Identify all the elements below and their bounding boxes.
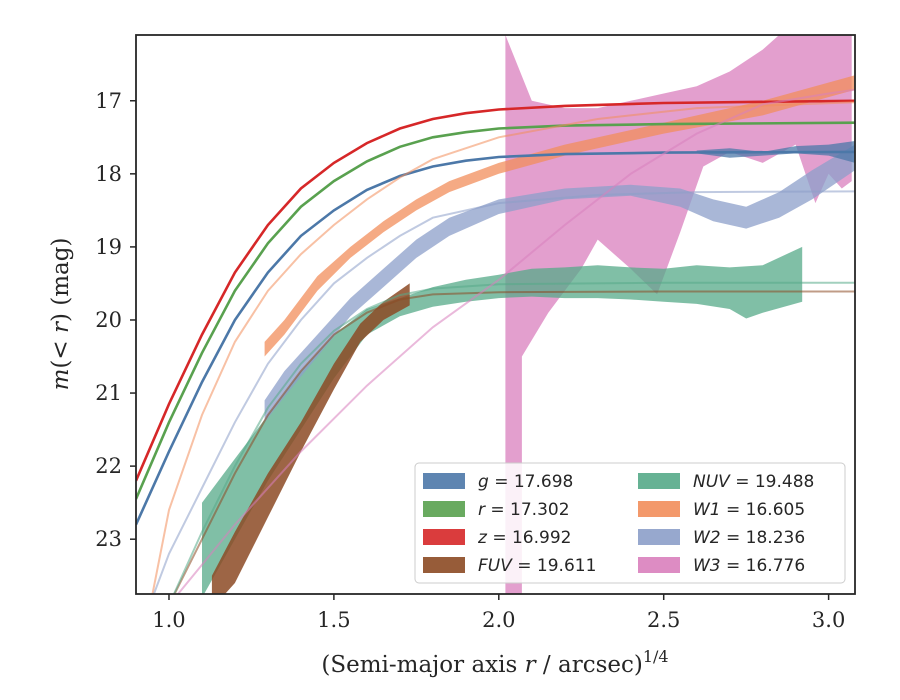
x-axis-ticks: 1.0 1.5 2.0 2.5 3.0	[152, 594, 845, 632]
legend-entry: FUV = 19.611	[478, 556, 596, 576]
legend-swatch	[423, 529, 465, 545]
y-axis-ticks: 17 18 19 20 21 22 23	[95, 89, 136, 551]
band-w1	[264, 75, 855, 357]
model-curve-z	[136, 99, 855, 482]
legend-swatch	[638, 557, 680, 573]
legend-swatch	[423, 557, 465, 573]
legend-entry: W2 = 18.236	[693, 528, 805, 548]
legend-box	[414, 462, 846, 584]
plot-frame	[135, 34, 856, 595]
legend-entry: z = 16.992	[477, 528, 571, 548]
legend: g = 17.698 r = 17.302 z = 16.992 FUV = 19.6…	[414, 462, 846, 584]
y-tick-label: 22	[95, 454, 122, 478]
x-tick-label: 1.5	[317, 608, 350, 632]
x-tick-label: 1.0	[152, 608, 185, 632]
y-tick-label: 17	[95, 89, 122, 113]
y-tick-label: 21	[95, 381, 122, 405]
legend-entry: NUV = 19.488	[693, 472, 814, 492]
band-fuv	[211, 283, 410, 594]
legend-swatch	[638, 473, 680, 489]
legend-entry: g = 17.698	[478, 472, 573, 492]
model-curve-nuv	[172, 281, 855, 594]
band-nuv	[202, 246, 803, 594]
y-tick-label: 20	[95, 308, 122, 332]
legend-swatch	[423, 501, 465, 517]
model-curve-fuv	[173, 290, 855, 594]
y-tick-label: 23	[95, 527, 122, 551]
legend-swatch	[423, 473, 465, 489]
model-curves	[136, 88, 855, 594]
legend-entry: r = 17.302	[478, 500, 570, 520]
model-curve-g	[136, 150, 855, 526]
legend-entry: W1 = 16.605	[693, 500, 805, 520]
x-tick-label: 2.5	[647, 608, 680, 632]
x-tick-label: 2.0	[482, 608, 515, 632]
band-w3	[505, 35, 852, 594]
y-tick-label: 18	[95, 162, 122, 186]
legend-swatch	[638, 501, 680, 517]
x-tick-label: 3.0	[812, 608, 845, 632]
legend-entry: W3 = 16.776	[693, 556, 805, 576]
legend-swatch	[638, 529, 680, 545]
x-axis-label: (Semi-major axis r / arcsec)1/4	[321, 647, 668, 678]
y-axis-label: m(< r) (mag)	[48, 238, 74, 391]
model-curve-w1	[151, 101, 855, 594]
y-tick-label: 19	[95, 235, 122, 259]
model-curve-w3	[176, 88, 855, 594]
model-curve-r	[136, 121, 855, 500]
band-w2	[264, 144, 855, 423]
model-curve-w2	[152, 190, 855, 594]
